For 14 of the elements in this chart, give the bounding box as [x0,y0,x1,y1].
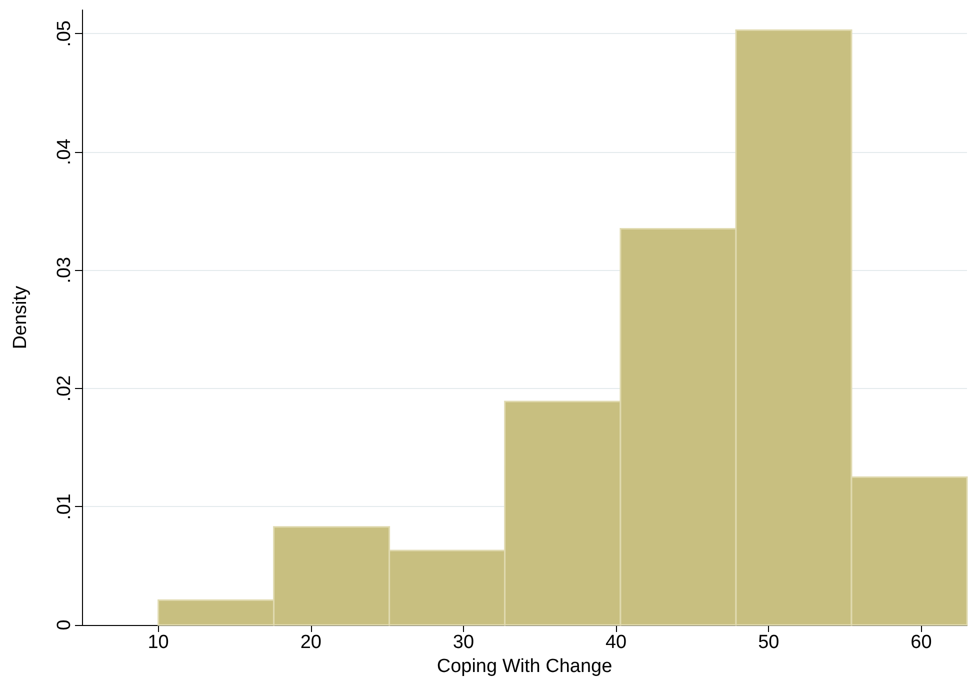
y-tick-label: .01 [54,494,75,520]
y-tick-label: .05 [54,20,75,47]
y-tick-label: 0 [54,620,75,630]
x-tick-label: 40 [605,632,627,653]
y-tick-label: .04 [54,138,75,166]
y-tick-label: .02 [54,375,75,402]
x-tick-label: 50 [758,632,780,653]
x-tick-label: 30 [452,632,474,653]
x-tick-label: 20 [300,632,322,653]
y-axis-title: Density [10,285,31,350]
x-tick-label: 10 [148,632,169,653]
x-axis-title: Coping With Change [436,656,612,677]
x-tick-label: 60 [910,632,932,653]
y-tick-label: .03 [54,256,75,284]
